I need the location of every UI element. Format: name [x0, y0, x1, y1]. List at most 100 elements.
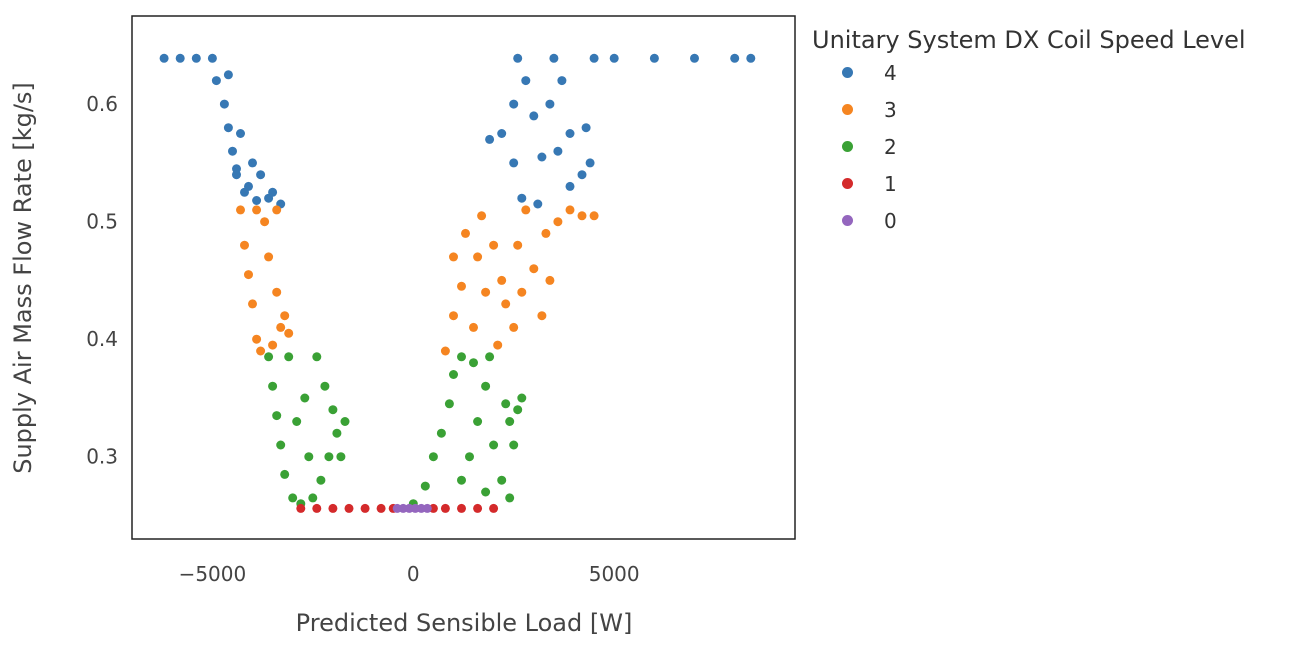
data-point-level-4: [565, 181, 575, 191]
data-point-level-4: [513, 53, 523, 63]
data-point-level-2: [509, 440, 519, 450]
y-tick-label: 0.5: [86, 210, 118, 234]
data-point-level-4: [533, 199, 543, 209]
legend: Unitary System DX Coil Speed Level 4 3 2 1 0: [812, 26, 1246, 239]
data-point-level-2: [428, 452, 438, 462]
plot-area-frame: [131, 15, 796, 540]
data-point-level-4: [207, 53, 217, 63]
data-point-level-3: [477, 211, 487, 221]
x-axis-ticks: −5000 0 5000: [179, 562, 640, 586]
data-point-level-3: [469, 322, 478, 332]
data-point-level-3: [252, 205, 262, 215]
legend-item-2[interactable]: 2: [812, 128, 1246, 165]
legend-marker: [842, 141, 853, 152]
data-point-level-1: [312, 503, 322, 513]
data-point-level-3: [529, 264, 539, 274]
data-point-level-4: [159, 53, 169, 63]
data-point-level-3: [449, 311, 458, 321]
data-point-level-3: [280, 311, 290, 321]
data-point-level-3: [440, 346, 450, 356]
legend-label: 4: [884, 60, 897, 85]
y-tick-label: 0.6: [86, 92, 118, 116]
data-point-level-4: [565, 129, 575, 138]
data-point-level-4: [175, 53, 185, 63]
data-point-level-3: [521, 205, 531, 215]
data-point-level-3: [509, 322, 519, 332]
data-point-level-4: [248, 158, 257, 168]
data-point-level-2: [485, 352, 495, 362]
data-point-level-4: [268, 187, 278, 197]
data-point-level-4: [545, 99, 555, 109]
data-point-level-4: [730, 53, 740, 63]
data-point-level-3: [489, 240, 499, 250]
data-point-level-2: [312, 352, 322, 362]
legend-title: Unitary System DX Coil Speed Level: [812, 26, 1246, 54]
data-point-level-4: [236, 129, 245, 138]
data-point-level-2: [336, 452, 346, 462]
data-point-level-4: [577, 170, 587, 180]
data-point-level-3: [501, 299, 511, 309]
data-point-level-2: [340, 417, 350, 426]
legend-item-1[interactable]: 1: [812, 165, 1246, 202]
data-point-level-1: [360, 503, 370, 513]
legend-item-0[interactable]: 0: [812, 202, 1246, 239]
data-point-level-3: [284, 328, 294, 338]
legend-item-3[interactable]: 3: [812, 91, 1246, 128]
data-point-level-4: [529, 111, 539, 121]
data-point-level-3: [276, 322, 286, 332]
data-point-level-3: [240, 240, 249, 250]
data-point-level-4: [557, 76, 567, 86]
data-point-level-4: [211, 76, 221, 86]
data-point-level-4: [485, 134, 495, 144]
data-point-level-2: [505, 417, 515, 426]
data-point-level-3: [244, 270, 253, 280]
data-point-level-2: [288, 493, 298, 503]
data-point-level-1: [376, 503, 386, 513]
data-point-level-4: [497, 129, 507, 138]
data-point-level-3: [537, 311, 547, 321]
data-point-level-4: [589, 53, 599, 63]
data-point-level-3: [248, 299, 257, 309]
data-point-level-2: [316, 475, 326, 485]
data-point-level-4: [549, 53, 559, 63]
data-point-level-2: [436, 428, 446, 438]
data-point-level-4: [521, 76, 531, 86]
data-point-level-1: [440, 503, 450, 513]
legend-label: 1: [884, 171, 897, 196]
x-tick-label: 5000: [589, 562, 640, 586]
data-point-level-2: [324, 452, 334, 462]
data-point-level-3: [252, 334, 262, 344]
data-point-level-3: [256, 346, 266, 356]
data-point-level-1: [473, 503, 483, 513]
data-point-level-3: [541, 228, 551, 238]
data-point-level-3: [457, 281, 466, 291]
data-point-level-2: [280, 469, 290, 479]
legend-marker: [842, 67, 853, 78]
y-axis-label: Supply Air Mass Flow Rate [kg/s]: [9, 82, 37, 474]
legend-marker: [842, 178, 853, 189]
data-point-level-1: [328, 503, 338, 513]
legend-item-4[interactable]: 4: [812, 54, 1246, 91]
data-point-level-4: [690, 53, 699, 63]
data-point-level-2: [465, 452, 474, 462]
legend-label: 2: [884, 134, 897, 159]
x-tick-label: 0: [407, 562, 420, 586]
data-point-level-2: [320, 381, 330, 391]
data-point-level-4: [609, 53, 619, 63]
data-point-level-2: [304, 452, 314, 462]
data-point-level-1: [457, 503, 466, 513]
data-point-level-2: [513, 405, 523, 415]
data-point-level-2: [469, 358, 478, 368]
data-point-level-2: [473, 417, 483, 426]
data-point-level-2: [457, 352, 466, 362]
data-point-level-3: [461, 228, 470, 238]
data-point-level-3: [449, 252, 458, 262]
data-point-level-4: [509, 99, 519, 109]
data-point-level-2: [481, 487, 491, 497]
data-point-level-3: [513, 240, 523, 250]
data-point-level-4: [537, 152, 547, 162]
data-point-level-4: [232, 164, 241, 174]
y-axis-ticks: 0.3 0.4 0.5 0.6: [86, 92, 118, 469]
data-point-level-3: [481, 287, 491, 297]
